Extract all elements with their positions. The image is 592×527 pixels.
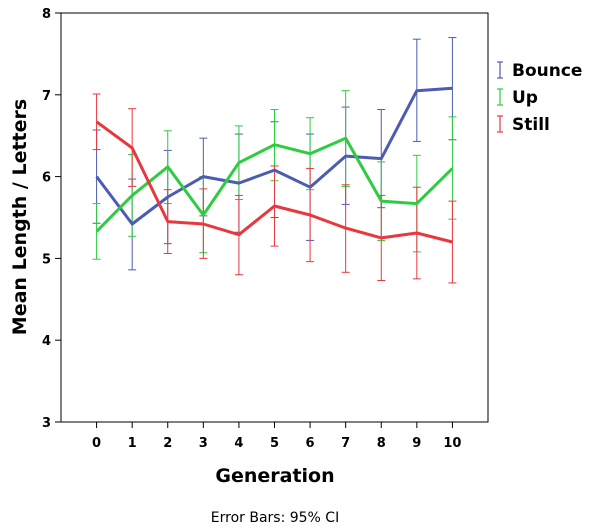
error-bars: [92, 37, 457, 284]
x-tick-label: 8: [377, 436, 386, 451]
y-tick-label: 8: [42, 7, 51, 22]
x-tick-label: 3: [199, 436, 208, 451]
error-bar-up: [92, 203, 101, 260]
x-tick-label: 6: [306, 436, 315, 451]
x-axis: 0 1 2 3 4 5 6 7 8 9 10: [92, 422, 461, 451]
x-tick-label: 2: [163, 436, 172, 451]
y-tick-label: 6: [42, 171, 51, 186]
x-tick-label: 1: [128, 436, 137, 451]
x-tick-label: 0: [92, 436, 101, 451]
x-tick-label: 4: [234, 436, 243, 451]
series-line-up: [95, 136, 454, 233]
legend-label: Bounce: [512, 61, 582, 81]
series-line-still: [95, 120, 453, 244]
legend-item-still: Still: [497, 115, 550, 135]
error-bar-still: [92, 93, 101, 151]
legend-item-bounce: Bounce: [497, 61, 582, 81]
x-axis-title: Generation: [215, 465, 334, 487]
legend-label: Still: [512, 115, 550, 135]
x-tick-label: 10: [443, 436, 461, 451]
y-tick-label: 3: [42, 416, 51, 431]
legend-label: Up: [512, 88, 538, 108]
series-lines: [95, 86, 454, 244]
series-line-bounce: [95, 86, 453, 226]
y-axis: 3 4 5 6 7 8: [42, 7, 61, 431]
y-tick-label: 5: [42, 252, 51, 267]
error-bars-footnote: Error Bars: 95% CI: [211, 510, 339, 526]
y-tick-label: 7: [42, 89, 51, 104]
legend-item-up: Up: [497, 88, 538, 108]
legend: Bounce Up Still: [497, 61, 582, 135]
x-tick-label: 5: [270, 436, 279, 451]
x-tick-label: 7: [341, 436, 350, 451]
x-tick-label: 9: [412, 436, 421, 451]
y-axis-title: Mean Length / Letters: [9, 99, 31, 335]
error-bar-still: [448, 200, 457, 284]
y-tick-label: 4: [42, 334, 51, 349]
